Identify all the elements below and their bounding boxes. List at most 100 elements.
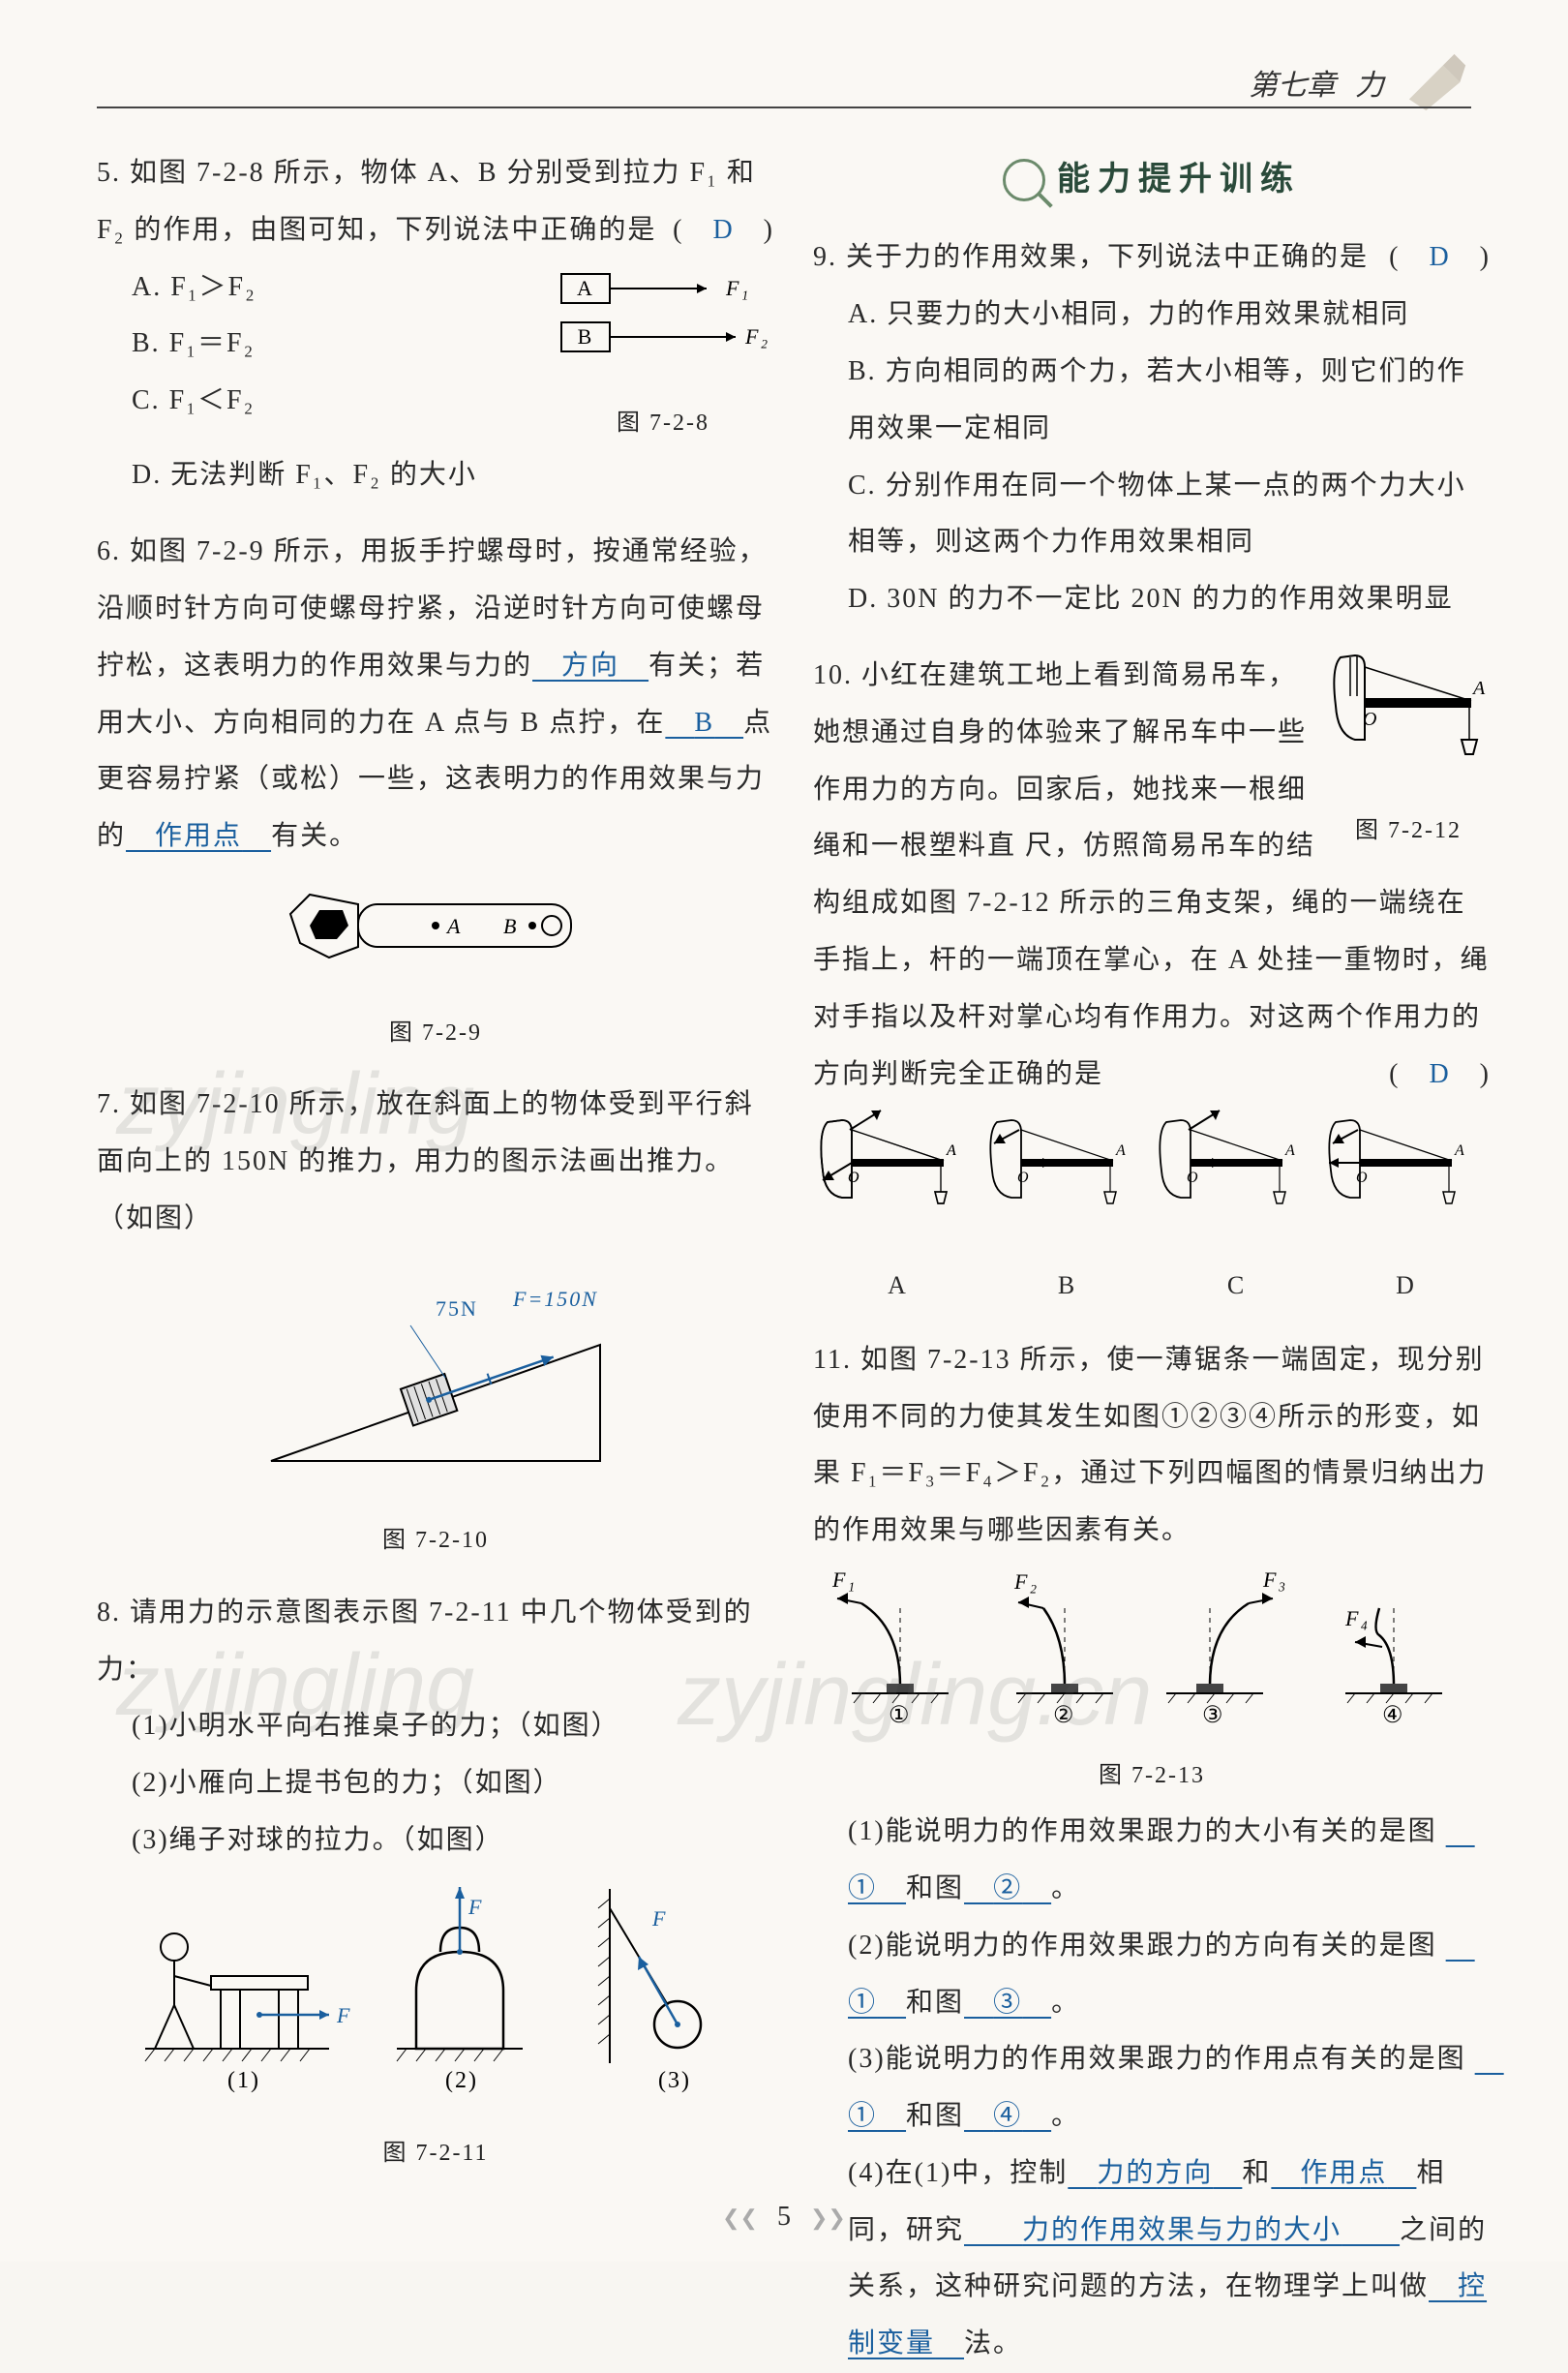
q6-blank1: 方向: [532, 651, 648, 681]
fig-boxB: B: [578, 324, 594, 349]
fig-F2: F₂: [744, 324, 769, 349]
svg-text:A: A: [1284, 1142, 1297, 1159]
fig-7-2-13-label: 图 7-2-13: [813, 1751, 1491, 1800]
right-column: 能力提升训练 9. 关于力的作用效果，下列说法中正确的是 ( D ) A. 只要…: [813, 145, 1491, 2120]
section-title-text: 能力提升训练: [1057, 145, 1301, 214]
q7-text: 如图 7-2-10 所示，放在斜面上的物体受到平行斜面向上的 150N 的推力，…: [97, 1089, 754, 1233]
q10-answer-paren: ( D ): [1389, 1047, 1491, 1104]
q8-sub2: (2)小雁向上提书包的力；（如图）: [97, 1755, 774, 1812]
q11-prefix: 11.: [813, 1345, 860, 1375]
fig-7-2-10-svg: 75N F=150N: [232, 1258, 639, 1490]
q5-opt-b: B. F₁＝F₂: [97, 316, 542, 373]
svg-text:②: ②: [1053, 1703, 1076, 1724]
header-rule: [97, 106, 1471, 108]
q5-opt-d: D. 无法判断 F₁、F₂ 的大小: [97, 447, 774, 504]
q9-answer-paren: ( D ): [1389, 229, 1491, 287]
chapter-num: 第七章: [1249, 61, 1336, 104]
q6-text4: 有关。: [271, 821, 358, 851]
fig-7-2-13: F₁ ① F₂: [813, 1569, 1491, 1800]
q10-choice-b: B: [982, 1260, 1152, 1313]
q10-answer: D: [1429, 1059, 1450, 1089]
q9-text: 关于力的作用效果，下列说法中正确的是: [846, 242, 1369, 272]
svg-text:O: O: [1363, 709, 1378, 730]
svg-text:F₄: F₄: [1344, 1606, 1370, 1630]
q9-prefix: 9.: [813, 242, 846, 272]
fig-F150: F=150N: [512, 1287, 598, 1311]
q10-choice-d: D: [1321, 1260, 1491, 1313]
q8-prefix: 8.: [97, 1597, 130, 1628]
svg-text:F₁: F₁: [831, 1569, 857, 1592]
q9-opt-d: D. 30N 的力不一定比 20N 的力的作用效果明显: [813, 571, 1491, 628]
q10-text2: 尺，仿照简易吊车的结构组成如图 7-2-12 所示的三角支架，绳的一端绕在手指上…: [813, 831, 1490, 1088]
fig-7-2-10-label: 图 7-2-10: [97, 1516, 774, 1565]
q5-text: 如图 7-2-8 所示，物体 A、B 分别受到拉力 F₁ 和 F₂ 的作用，由图…: [97, 158, 756, 245]
svg-text:O: O: [1017, 1170, 1031, 1186]
q10-options-svg: O A: [813, 1103, 1491, 1238]
fig-7-2-12-svg: O A: [1326, 648, 1491, 783]
fig-7-2-8-svg: A F₁ B F₂: [552, 259, 774, 376]
q8-sub3: (3)绳子对球的拉力。（如图）: [97, 1812, 774, 1870]
chapter-title: 力: [1355, 61, 1384, 104]
question-11: 11. 如图 7-2-13 所示，使一薄锯条一端固定，现分别使用不同的力使其发生…: [813, 1332, 1491, 2373]
q11-text: 如图 7-2-13 所示，使一薄锯条一端固定，现分别使用不同的力使其发生如图①②…: [813, 1345, 1487, 1545]
q5-answer-paren: ( D ): [673, 202, 774, 259]
section-title: 能力提升训练: [813, 145, 1491, 214]
question-9: 9. 关于力的作用效果，下列说法中正确的是 ( D ) A. 只要力的大小相同，…: [813, 229, 1491, 628]
q5-answer: D: [712, 215, 734, 245]
svg-text:O: O: [1187, 1170, 1200, 1186]
svg-text:O: O: [1356, 1170, 1370, 1186]
q7-prefix: 7.: [97, 1089, 130, 1119]
svg-text:F: F: [336, 2003, 351, 2027]
question-6: 6. 如图 7-2-9 所示，用扳手拧螺母时，按通常经验，沿顺时针方向可使螺母拧…: [97, 524, 774, 1057]
q10-prefix: 10.: [813, 660, 861, 690]
q6-blank3: 作用点: [126, 821, 271, 851]
svg-text:A: A: [1471, 678, 1487, 699]
magnifier-icon: [1003, 159, 1045, 201]
q9-opt-a: A. 只要力的大小相同，力的作用效果就相同: [813, 287, 1491, 344]
page: 第七章 力 zyjingling zyjingling zyjingling.c…: [0, 0, 1568, 2262]
fig-7-2-13-svg: F₁ ① F₂: [813, 1569, 1491, 1724]
question-10: O A 图 7-2-12 10. 小红在建筑工地上看到简易吊车，她想通过自身的体…: [813, 648, 1491, 1313]
q5-opt-c: C. F₁＜F₂: [97, 373, 542, 430]
fig-7-2-8: A F₁ B F₂ 图 7-2-8: [552, 259, 774, 448]
fig-7-2-10: 75N F=150N 图 7-2-10: [97, 1258, 774, 1566]
content-columns: 5. 如图 7-2-8 所示，物体 A、B 分别受到拉力 F₁ 和 F₂ 的作用…: [97, 145, 1491, 2120]
svg-text:①: ①: [889, 1703, 912, 1724]
q11-sub2: (2)能说明力的作用效果跟力的方向有关的是图 ① 和图 ③ 。: [813, 1918, 1491, 2032]
fig-7-2-9-label: 图 7-2-9: [97, 1009, 774, 1057]
fig-F1: F₁: [725, 276, 750, 300]
svg-text:(3): (3): [658, 2068, 691, 2093]
svg-text:(1): (1): [227, 2068, 260, 2093]
svg-text:A: A: [1454, 1142, 1466, 1159]
q9-answer: D: [1429, 242, 1450, 272]
question-7: 7. 如图 7-2-10 所示，放在斜面上的物体受到平行斜面向上的 150N 的…: [97, 1077, 774, 1566]
question-8: 8. 请用力的示意图表示图 7-2-11 中几个物体受到的力： (1)小明水平向…: [97, 1585, 774, 2177]
svg-text:F: F: [467, 1895, 483, 1919]
left-column: 5. 如图 7-2-8 所示，物体 A、B 分别受到拉力 F₁ 和 F₂ 的作用…: [97, 145, 774, 2120]
q9-opt-b: B. 方向相同的两个力，若大小相等，则它们的作用效果一定相同: [813, 344, 1491, 458]
q6-blank2: B: [665, 708, 743, 738]
fig-7-2-9: A B 图 7-2-9: [97, 875, 774, 1057]
fig-7-2-12-label: 图 7-2-12: [1326, 806, 1491, 855]
svg-text:F₃: F₃: [1262, 1569, 1287, 1592]
page-number: 5: [703, 2202, 865, 2233]
fig-7-2-11-svg: F (1) F (2): [136, 1879, 736, 2102]
q11-sub3: (3)能说明力的作用效果跟力的作用点有关的是图 ① 和图 ④ 。: [813, 2031, 1491, 2145]
fig-boxA: A: [577, 276, 594, 300]
q5-opt-a: A. F₁＞F₂: [97, 259, 542, 317]
q8-sub1: (1)小明水平向右推桌子的力；（如图）: [97, 1698, 774, 1755]
svg-text:(2): (2): [445, 2068, 478, 2093]
q11-sub1: (1)能说明力的作用效果跟力的大小有关的是图 ① 和图 ② 。: [813, 1804, 1491, 1918]
q8-text: 请用力的示意图表示图 7-2-11 中几个物体受到的力：: [97, 1597, 753, 1685]
fig-7-2-11: F (1) F (2): [97, 1879, 774, 2177]
fig-A: A: [445, 914, 462, 938]
fig-7-2-12: O A 图 7-2-12: [1326, 648, 1491, 856]
svg-text:③: ③: [1202, 1703, 1225, 1724]
q10-choice-labels: A B C D: [813, 1260, 1491, 1313]
svg-text:A: A: [1115, 1142, 1128, 1159]
q9-opt-c: C. 分别作用在同一个物体上某一点的两个力大小相等，则这两个力作用效果相同: [813, 458, 1491, 572]
q10-choice-c: C: [1152, 1260, 1321, 1313]
fig-7-2-8-label: 图 7-2-8: [552, 399, 774, 447]
q11-sub4: (4)在(1)中，控制 力的方向 和 作用点 相同，研究 力的作用效果与力的大小…: [813, 2145, 1491, 2373]
svg-text:④: ④: [1382, 1703, 1405, 1724]
